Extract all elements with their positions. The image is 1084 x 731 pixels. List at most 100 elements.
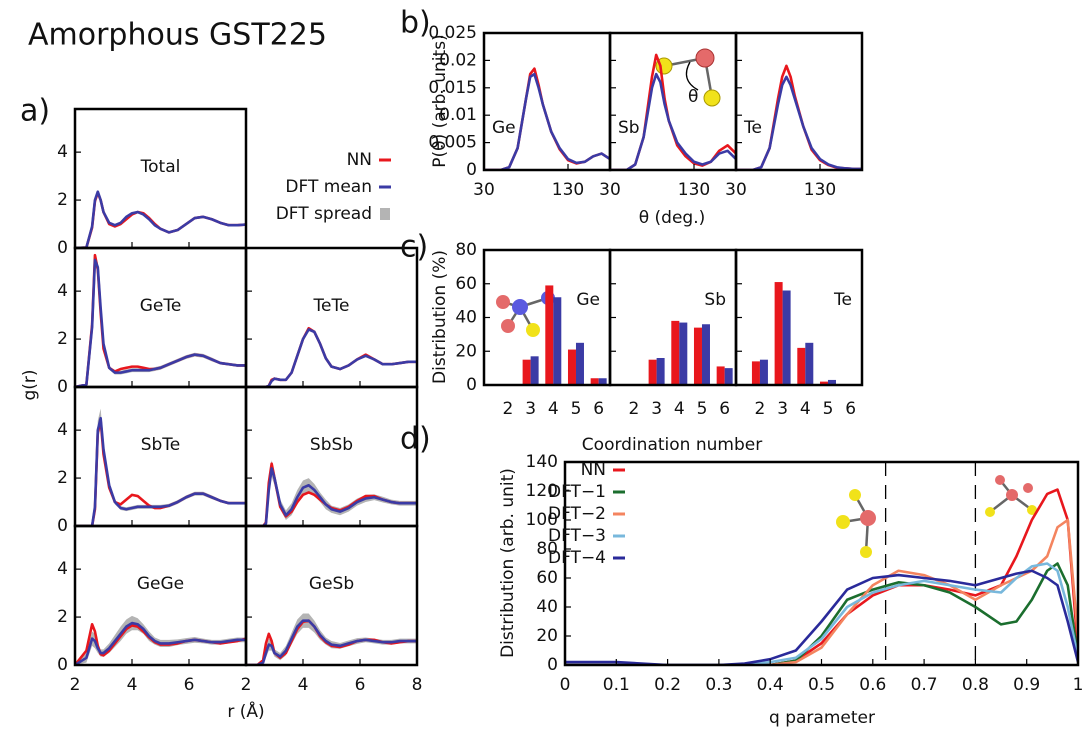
- subplot-title: SbTe: [141, 435, 181, 455]
- x-tick-label: 4: [800, 399, 811, 419]
- y-tick-label: 2: [57, 607, 68, 627]
- panel-label: d): [400, 422, 431, 457]
- legend-label: DFT−4: [548, 548, 606, 568]
- bar: [797, 347, 806, 385]
- y-tick-label: 40: [536, 597, 558, 617]
- y-tick-label: 80: [455, 240, 477, 260]
- line: [484, 72, 610, 170]
- octahedral-icon: [985, 475, 1037, 517]
- x-tick-label: 5: [571, 399, 582, 419]
- x-tick-label: 8: [412, 675, 423, 695]
- line: [246, 619, 417, 665]
- x-tick-label: 0.8: [962, 675, 989, 695]
- y-tick-label: 0: [466, 160, 477, 180]
- x-tick-label: 2: [755, 399, 766, 419]
- plot-area: [75, 190, 246, 248]
- spread-band: [246, 460, 417, 526]
- x-tick-label: 6: [355, 675, 366, 695]
- plot-area: [610, 53, 736, 170]
- y-tick-label: 0.01: [439, 105, 477, 125]
- x-tick-label: 2: [70, 675, 81, 695]
- x-tick-label: 4: [548, 399, 559, 419]
- x-tick-label: 0.1: [603, 675, 630, 695]
- angle-label: θ: [688, 87, 698, 107]
- legend-label: DFT spread: [276, 204, 372, 224]
- x-tick-label: 0.4: [757, 675, 784, 695]
- bar: [751, 361, 760, 385]
- x-tick-label: 6: [593, 399, 604, 419]
- bar: [782, 290, 791, 385]
- subplot-title: Ge: [492, 118, 516, 138]
- y-tick-label: 0: [547, 655, 558, 675]
- bar: [679, 322, 688, 385]
- plot-area: [246, 613, 417, 665]
- x-tick-label: 5: [697, 399, 708, 419]
- line: [75, 416, 246, 526]
- y-tick-label: 2: [57, 190, 68, 210]
- y-tick-label: 0: [57, 238, 68, 258]
- plot-frame: [734, 248, 864, 387]
- bar: [530, 356, 539, 385]
- y-tick-label: 0.005: [428, 133, 477, 153]
- x-tick-label: 2: [629, 399, 640, 419]
- panel-label: b): [400, 6, 431, 41]
- x-tick-label: 6: [719, 399, 730, 419]
- line: [246, 326, 417, 387]
- x-tick-label: 0.5: [808, 675, 835, 695]
- spread-band: [75, 255, 246, 387]
- legend-swatch: [380, 208, 390, 220]
- bar: [590, 378, 599, 385]
- plot-area: [75, 615, 246, 665]
- x-tick-label: 3: [525, 399, 536, 419]
- plot-area: [246, 326, 417, 387]
- y-tick-label: 80: [536, 539, 558, 559]
- bar: [553, 297, 562, 385]
- bar: [827, 379, 836, 385]
- legend-label: DFT−2: [548, 504, 606, 524]
- y-tick-label: 0: [57, 516, 68, 536]
- x-tick-label: 6: [184, 675, 195, 695]
- x-axis-label: Coordination number: [582, 435, 762, 455]
- spread-band: [75, 615, 246, 665]
- tetrahedral-icon: [836, 489, 876, 558]
- legend-label: DFT−3: [548, 526, 606, 546]
- line: [610, 72, 736, 170]
- x-tick-label: 0.3: [705, 675, 732, 695]
- legend-label: NN: [347, 150, 372, 170]
- plot-area: [484, 67, 610, 170]
- bar: [545, 285, 554, 385]
- y-tick-label: 20: [455, 341, 477, 361]
- x-tick-label: 4: [127, 675, 138, 695]
- y-tick-label: 140: [526, 452, 558, 472]
- x-tick-label: 0.6: [859, 675, 886, 695]
- bar: [648, 359, 657, 385]
- x-tick-label: 130: [552, 180, 584, 200]
- x-tick-label: 4: [298, 675, 309, 695]
- subplot-title: TeTe: [313, 296, 350, 316]
- bar: [701, 324, 710, 385]
- x-axis-label: r (Å): [227, 700, 264, 722]
- x-tick-label: 1: [1073, 675, 1084, 695]
- subplot-title: SbSb: [310, 435, 353, 455]
- y-axis-label: P(θ) (arb. units): [430, 34, 450, 167]
- spread-band: [246, 328, 417, 387]
- y-tick-label: 4: [57, 281, 68, 301]
- subplot-title: Sb: [618, 118, 640, 138]
- subplot-title: GeGe: [137, 574, 184, 594]
- x-tick-label: 3: [777, 399, 788, 419]
- x-tick-label: 30: [599, 180, 621, 200]
- y-tick-label: 40: [455, 308, 477, 328]
- y-axis-label: g(r): [20, 369, 40, 400]
- x-tick-label: 0.2: [654, 675, 681, 695]
- plot-area: [565, 462, 1078, 665]
- line: [565, 562, 1078, 665]
- plot-frame: [734, 31, 864, 172]
- x-tick-label: 0.9: [1013, 675, 1040, 695]
- x-tick-label: 2: [503, 399, 514, 419]
- bar: [567, 349, 576, 385]
- bar: [671, 320, 680, 385]
- y-tick-label: 0: [57, 655, 68, 675]
- x-tick-label: 130: [678, 180, 710, 200]
- y-tick-label: 2: [57, 329, 68, 349]
